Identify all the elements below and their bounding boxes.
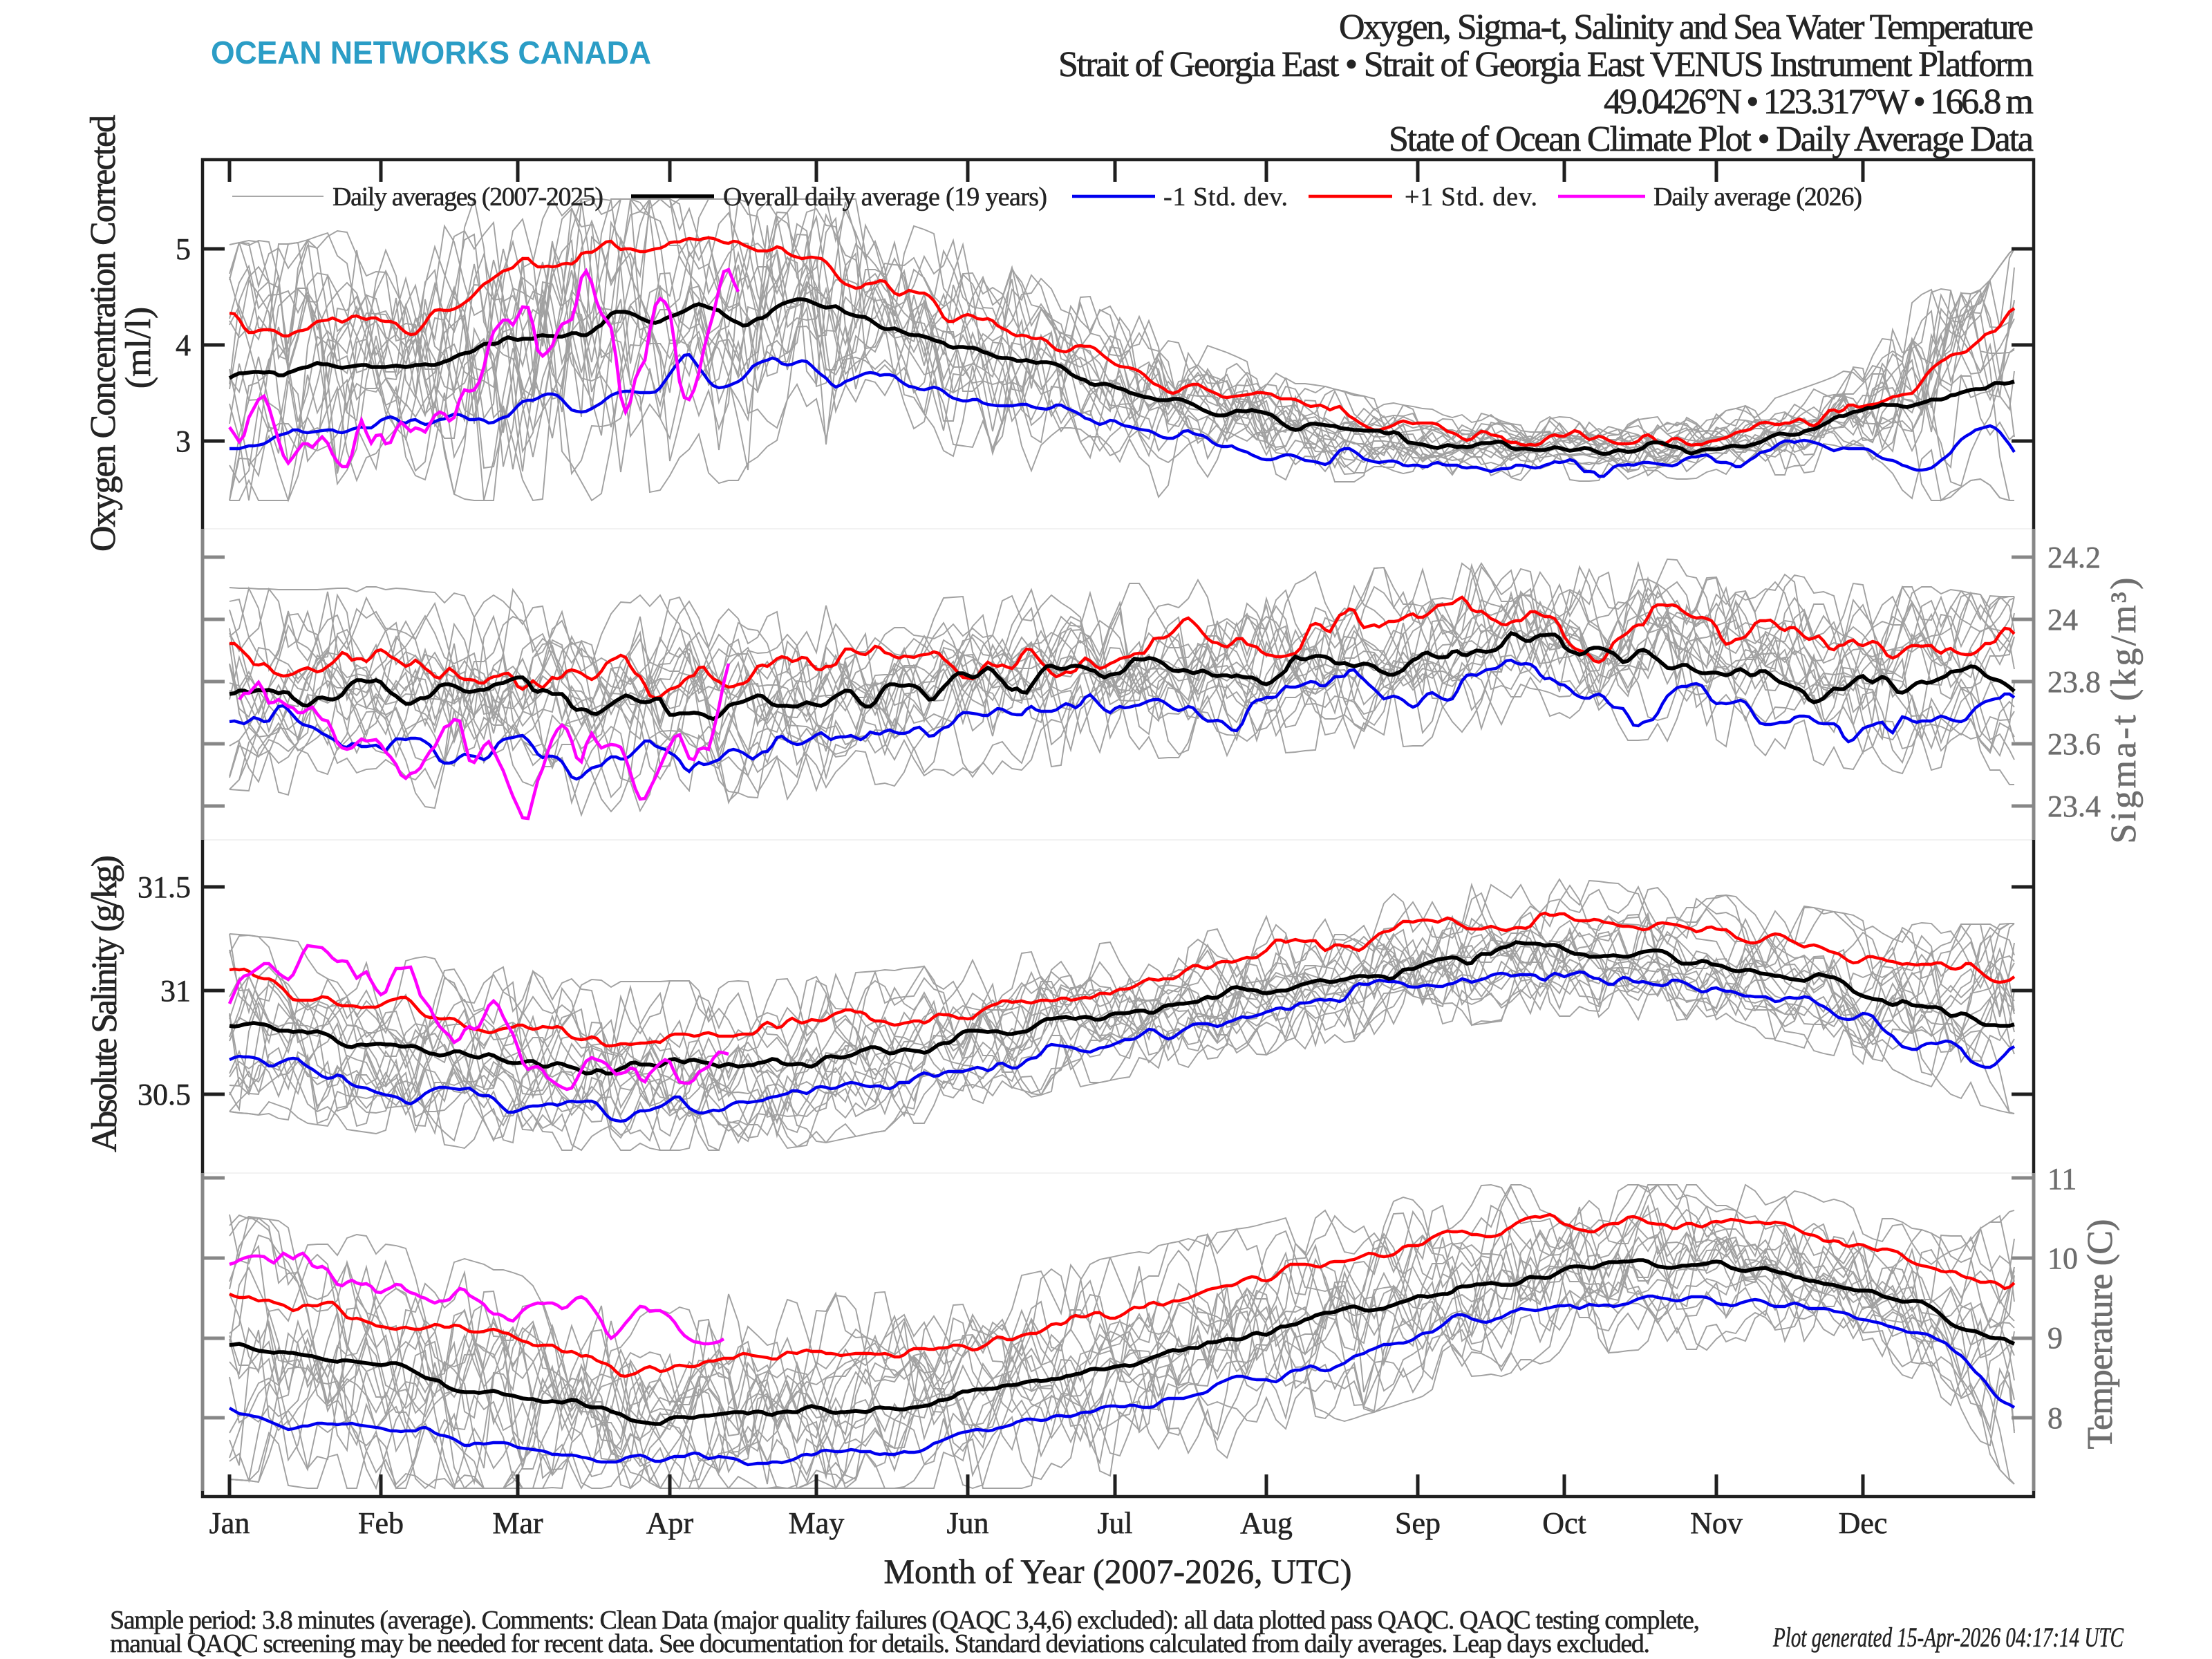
svg-text:4: 4 — [176, 328, 191, 362]
svg-text:24.2: 24.2 — [2047, 541, 2101, 574]
svg-text:Oxygen, Sigma-t, Salinity and: Oxygen, Sigma-t, Salinity and Sea Water … — [1339, 8, 2034, 47]
svg-text:Month of Year (2007-2026, UTC): Month of Year (2007-2026, UTC) — [884, 1552, 1352, 1591]
svg-text:30.5: 30.5 — [138, 1078, 191, 1112]
svg-text:Daily averages (2007-2025): Daily averages (2007-2025) — [332, 182, 603, 212]
svg-text:Absolute Salinity (g/kg): Absolute Salinity (g/kg) — [85, 855, 124, 1152]
svg-text:Sigma-t (kg/m³): Sigma-t (kg/m³) — [2104, 578, 2144, 844]
svg-text:(ml/l): (ml/l) — [119, 307, 158, 388]
svg-text:manual QAQC screening may be n: manual QAQC screening may be needed for … — [110, 1629, 1650, 1658]
svg-text:Daily average (2026): Daily average (2026) — [1653, 182, 1862, 212]
svg-text:49.0426°N • 123.317°W • 166.8: 49.0426°N • 123.317°W • 166.8 m — [1604, 82, 2034, 122]
svg-text:24: 24 — [2047, 603, 2078, 637]
svg-text:State of Ocean Climate Plot •: State of Ocean Climate Plot • Daily Aver… — [1389, 120, 2034, 159]
svg-text:31.5: 31.5 — [138, 870, 191, 904]
svg-text:10: 10 — [2047, 1241, 2078, 1275]
svg-text:Oxygen Concentration Corrected: Oxygen Concentration Corrected — [84, 115, 123, 552]
svg-text:May: May — [789, 1506, 845, 1540]
svg-text:Overall daily average (19 year: Overall daily average (19 years) — [723, 182, 1047, 212]
svg-text:23.6: 23.6 — [2047, 727, 2101, 761]
svg-text:Jul: Jul — [1097, 1506, 1132, 1540]
svg-text:-1 Std. dev.: -1 Std. dev. — [1163, 182, 1288, 212]
svg-text:Oct: Oct — [1542, 1506, 1586, 1540]
svg-text:OCEAN NETWORKS CANADA: OCEAN NETWORKS CANADA — [211, 35, 651, 71]
svg-text:9: 9 — [2047, 1321, 2063, 1355]
svg-text:Apr: Apr — [646, 1506, 694, 1540]
svg-text:Mar: Mar — [492, 1506, 543, 1540]
svg-text:Dec: Dec — [1839, 1506, 1888, 1540]
svg-text:8: 8 — [2047, 1401, 2063, 1435]
svg-text:23.8: 23.8 — [2047, 665, 2101, 699]
svg-text:+1 Std. dev.: +1 Std. dev. — [1405, 182, 1537, 212]
svg-text:3: 3 — [176, 424, 191, 458]
svg-text:Plot generated 15-Apr-2026 04:: Plot generated 15-Apr-2026 04:17:14 UTC — [1772, 1622, 2124, 1653]
svg-text:Feb: Feb — [358, 1506, 404, 1540]
svg-text:Temperature (C): Temperature (C) — [2081, 1219, 2120, 1450]
svg-text:Nov: Nov — [1690, 1506, 1743, 1540]
svg-text:Strait of Georgia East • Strai: Strait of Georgia East • Strait of Georg… — [1058, 45, 2034, 84]
svg-text:5: 5 — [176, 232, 191, 266]
svg-text:23.4: 23.4 — [2047, 789, 2101, 823]
svg-text:Sample period: 3.8 minutes (av: Sample period: 3.8 minutes (average). Co… — [110, 1606, 1700, 1635]
svg-text:Jun: Jun — [946, 1506, 988, 1540]
svg-text:31: 31 — [160, 974, 191, 1008]
svg-text:11: 11 — [2047, 1162, 2077, 1196]
svg-text:Jan: Jan — [209, 1506, 250, 1540]
svg-text:Aug: Aug — [1240, 1506, 1293, 1540]
svg-text:Sep: Sep — [1395, 1506, 1441, 1540]
